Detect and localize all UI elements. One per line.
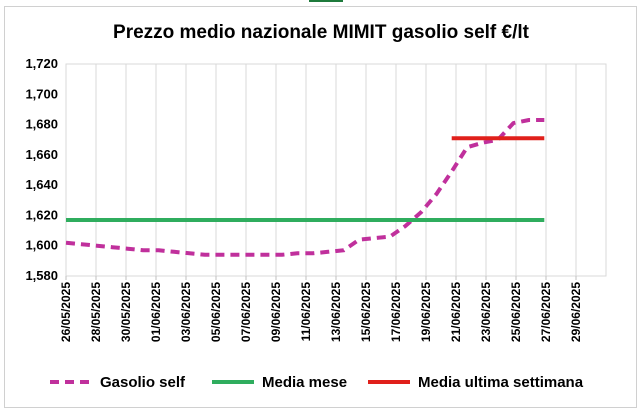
y-tick-label: 1,600 <box>25 238 58 253</box>
x-tick-label: 19/06/2025 <box>419 282 433 342</box>
legend-label: Media mese <box>262 374 347 391</box>
x-tick-label: 23/06/2025 <box>479 282 493 342</box>
y-tick-label: 1,640 <box>25 177 58 192</box>
x-tick-label: 01/06/2025 <box>149 282 163 342</box>
chart-title: Prezzo medio nazionale MIMIT gasolio sel… <box>113 22 530 43</box>
x-axis: 26/05/2025 28/05/2025 30/05/2025 01/06/2025… <box>59 276 583 342</box>
x-tick-label: 11/06/2025 <box>299 282 313 342</box>
x-tick-label: 21/06/2025 <box>449 282 463 342</box>
x-tick-label: 17/06/2025 <box>389 282 403 342</box>
selection-handle <box>309 0 343 2</box>
x-tick-label: 07/06/2025 <box>239 282 253 342</box>
y-tick-label: 1,620 <box>25 207 58 222</box>
x-tick-label: 25/06/2025 <box>509 282 523 342</box>
chart-frame <box>4 6 637 408</box>
series-line <box>65 118 545 257</box>
x-tick-label: 28/05/2025 <box>89 282 103 342</box>
x-tick-label: 27/06/2025 <box>539 282 553 342</box>
y-tick-label: 1,720 <box>25 56 58 71</box>
y-tick-label: 1,680 <box>25 117 58 132</box>
legend: Gasolio self Media mese Media ultima setti… <box>50 374 584 391</box>
grid-lines <box>95 64 577 276</box>
x-tick-label: 05/06/2025 <box>209 282 223 342</box>
x-tick-label: 30/05/2025 <box>119 282 133 342</box>
x-tick-label: 15/06/2025 <box>359 282 373 342</box>
legend-label: Gasolio self <box>100 374 186 391</box>
series-lines <box>65 118 545 257</box>
legend-label: Media ultima settimana <box>418 374 584 391</box>
y-tick-label: 1,700 <box>25 86 58 101</box>
x-tick-label: 29/06/2025 <box>569 282 583 342</box>
x-tick-label: 13/06/2025 <box>329 282 343 342</box>
y-axis: 1,580 1,600 1,620 1,640 1,660 1,680 1,700 1,720 <box>25 56 58 283</box>
x-tick-label: 26/05/2025 <box>59 282 73 342</box>
y-tick-label: 1,660 <box>25 147 58 162</box>
x-tick-label: 09/06/2025 <box>269 282 283 342</box>
y-tick-label: 1,580 <box>25 268 58 283</box>
x-tick-label: 03/06/2025 <box>179 282 193 342</box>
